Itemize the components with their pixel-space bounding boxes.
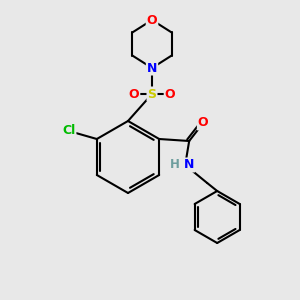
Text: S: S — [148, 88, 157, 100]
Text: N: N — [147, 61, 157, 74]
Text: O: O — [129, 88, 139, 100]
Text: O: O — [165, 88, 175, 100]
Text: O: O — [147, 14, 157, 26]
Text: H: H — [170, 158, 180, 170]
Text: N: N — [184, 158, 194, 172]
Text: O: O — [198, 116, 208, 130]
Text: Cl: Cl — [62, 124, 75, 137]
